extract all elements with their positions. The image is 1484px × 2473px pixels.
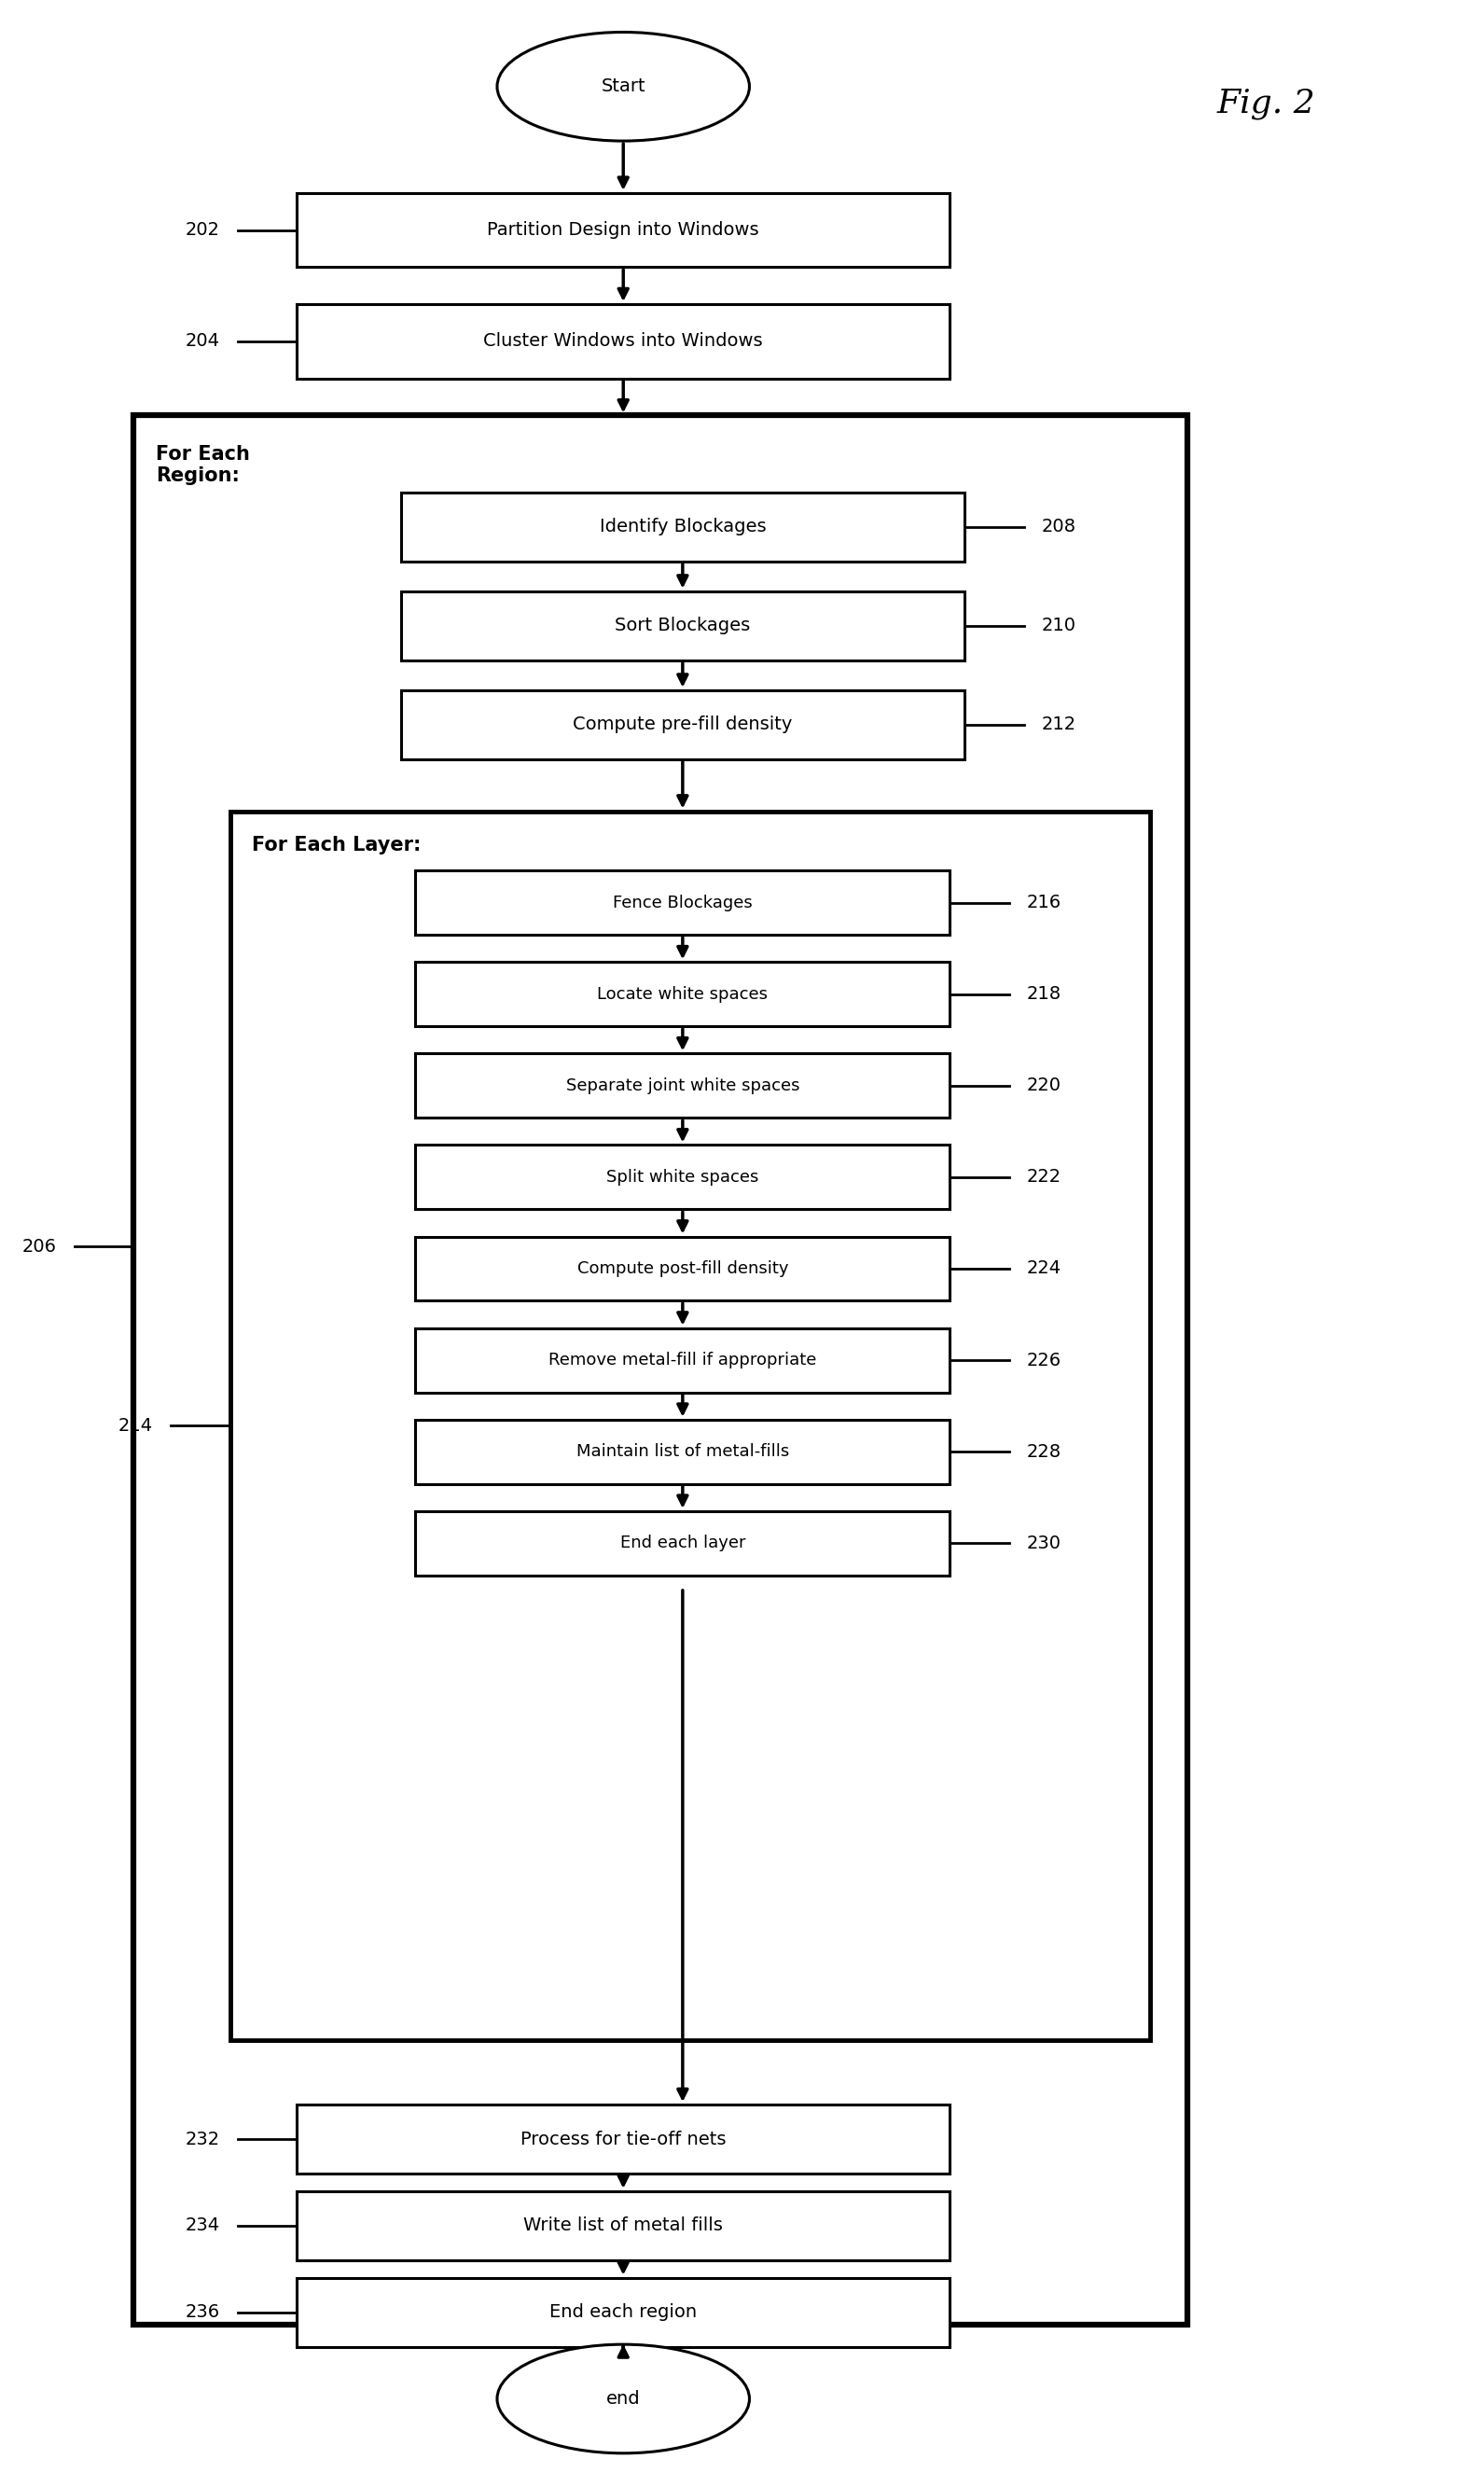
- Text: Identify Blockages: Identify Blockages: [600, 517, 766, 537]
- Text: For Each Layer:: For Each Layer:: [252, 836, 421, 856]
- Text: Cluster Windows into Windows: Cluster Windows into Windows: [484, 331, 763, 351]
- Bar: [416, 1145, 950, 1209]
- Text: 206: 206: [22, 1236, 56, 1256]
- Text: 204: 204: [186, 331, 220, 351]
- Text: Locate white spaces: Locate white spaces: [597, 987, 769, 1002]
- Text: 210: 210: [1042, 616, 1076, 636]
- Text: Fig. 2: Fig. 2: [1217, 89, 1315, 119]
- Bar: [416, 1236, 950, 1301]
- Bar: [416, 962, 950, 1026]
- Text: 234: 234: [186, 2216, 220, 2236]
- Text: Compute pre-fill density: Compute pre-fill density: [573, 715, 792, 734]
- Bar: [416, 1511, 950, 1575]
- Bar: [134, 415, 1187, 2325]
- Text: 224: 224: [1027, 1259, 1061, 1279]
- Text: Separate joint white spaces: Separate joint white spaces: [565, 1078, 800, 1093]
- Text: Maintain list of metal-fills: Maintain list of metal-fills: [576, 1444, 789, 1459]
- Text: Write list of metal fills: Write list of metal fills: [524, 2216, 723, 2236]
- Text: 218: 218: [1027, 984, 1061, 1004]
- Text: Process for tie-off nets: Process for tie-off nets: [521, 2129, 726, 2149]
- Bar: [297, 2278, 950, 2347]
- Text: Split white spaces: Split white spaces: [607, 1170, 758, 1185]
- Text: 236: 236: [186, 2302, 220, 2322]
- Text: 216: 216: [1027, 893, 1061, 913]
- Bar: [401, 690, 965, 759]
- Bar: [416, 1328, 950, 1392]
- Bar: [416, 1420, 950, 1484]
- Text: Start: Start: [601, 77, 646, 96]
- Bar: [416, 870, 950, 935]
- Text: End each region: End each region: [549, 2302, 697, 2322]
- Text: 220: 220: [1027, 1076, 1061, 1096]
- Text: Compute post-fill density: Compute post-fill density: [577, 1261, 788, 1276]
- Text: Fence Blockages: Fence Blockages: [613, 895, 752, 910]
- Text: 228: 228: [1027, 1442, 1061, 1462]
- Text: 208: 208: [1042, 517, 1076, 537]
- Text: 222: 222: [1027, 1167, 1061, 1187]
- Text: Remove metal-fill if appropriate: Remove metal-fill if appropriate: [549, 1353, 816, 1368]
- Text: End each layer: End each layer: [620, 1536, 745, 1551]
- Bar: [297, 304, 950, 378]
- Ellipse shape: [497, 2344, 749, 2453]
- Text: Partition Design into Windows: Partition Design into Windows: [487, 220, 760, 240]
- Bar: [297, 2105, 950, 2174]
- Text: 226: 226: [1027, 1350, 1061, 1370]
- Bar: [297, 193, 950, 267]
- Text: 214: 214: [119, 1417, 153, 1434]
- Text: For Each
Region:: For Each Region:: [156, 445, 249, 485]
- Ellipse shape: [497, 32, 749, 141]
- Text: 232: 232: [186, 2129, 220, 2149]
- Bar: [401, 591, 965, 660]
- Text: end: end: [605, 2389, 641, 2409]
- Bar: [297, 2191, 950, 2260]
- Bar: [230, 811, 1150, 2040]
- Text: 202: 202: [186, 220, 220, 240]
- Text: Sort Blockages: Sort Blockages: [614, 616, 751, 636]
- Text: 230: 230: [1027, 1533, 1061, 1553]
- Bar: [401, 492, 965, 561]
- Bar: [416, 1053, 950, 1118]
- Text: 212: 212: [1042, 715, 1076, 734]
